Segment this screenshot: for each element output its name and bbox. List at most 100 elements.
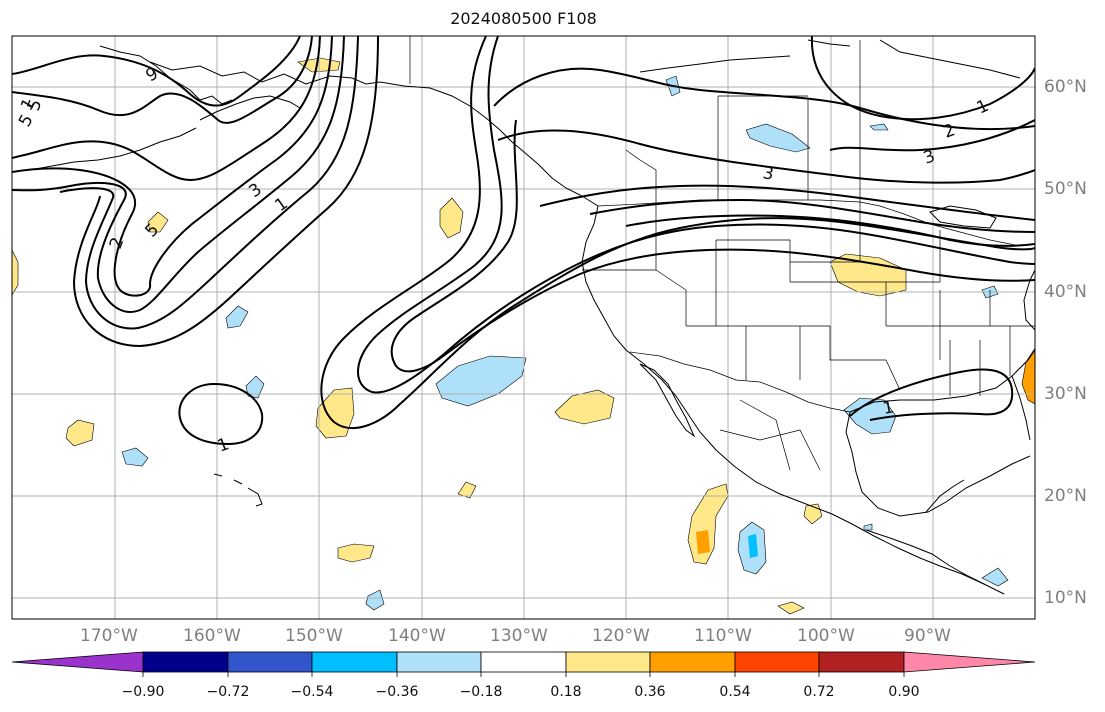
contour-line: [12, 36, 301, 107]
longitude-label: 100°W: [797, 626, 855, 646]
province-lines: [625, 40, 861, 204]
negative-shade: [863, 523, 873, 531]
mexico-states: [719, 399, 821, 471]
strong-positive-shade: [696, 530, 710, 554]
colorbar-bin: [734, 651, 820, 673]
aleutians: [29, 127, 197, 171]
positive-shade: [147, 211, 169, 233]
positive-shade: [554, 389, 615, 425]
contour-line: [539, 184, 1035, 221]
contour-line: [493, 67, 1035, 131]
latitude-label: 30°N: [1044, 384, 1087, 404]
hawaii: [213, 473, 263, 507]
baja-california: [639, 363, 696, 438]
gulf-north-coast: [849, 349, 1035, 413]
negative-shade: [869, 123, 889, 131]
negative-shade: [225, 305, 249, 329]
strong-negative-shade: [748, 534, 758, 558]
state-lines: [582, 202, 1035, 396]
longitude-label: 170°W: [80, 626, 138, 646]
positive-shade: [457, 481, 477, 499]
colorbar-bin: [565, 651, 651, 673]
latitude-label: 10°N: [1044, 588, 1087, 608]
colorbar-tick-label: −0.90: [121, 684, 165, 700]
negative-shade: [121, 447, 149, 467]
contour-line: [497, 129, 1035, 184]
gridlines: [12, 36, 1035, 619]
positive-shade: [65, 419, 95, 447]
plot-frame: [11, 35, 1036, 620]
latitude-label: 40°N: [1044, 282, 1087, 302]
contour-line: [320, 36, 1035, 430]
contour-line: [849, 368, 1014, 421]
contour-label: 3: [761, 163, 775, 185]
longitude-label: 160°W: [183, 626, 241, 646]
positive-shade: [337, 543, 375, 563]
hudson-coast: [879, 39, 1021, 79]
colorbar-ticks: [142, 672, 905, 677]
positive-shade: [777, 601, 805, 615]
positive-shade: [803, 503, 823, 525]
longitude-label: 110°W: [694, 626, 752, 646]
colorbar-tick-label: −0.18: [459, 684, 503, 700]
longitude-label: 140°W: [388, 626, 446, 646]
strong-positive-shade: [1021, 347, 1035, 405]
contour-line: [829, 119, 1035, 152]
latitude-label: 60°N: [1044, 77, 1087, 97]
colorbar-tick-label: 0.36: [634, 684, 666, 700]
positive-shade: [315, 387, 355, 439]
contour-line: [72, 36, 379, 348]
colorbar-tick-label: 0.72: [803, 684, 835, 700]
colorbar-bin: [480, 651, 567, 673]
great-lakes: [929, 205, 997, 229]
latitude-label: 50°N: [1044, 179, 1087, 199]
colorbar-bin: [396, 651, 482, 673]
bering-coast: [99, 45, 233, 105]
negative-shade: [745, 123, 811, 153]
positive-shade: [12, 249, 19, 296]
negative-shade: [981, 567, 1009, 587]
colorbar: [11, 651, 1036, 677]
positive-shade: [439, 197, 464, 239]
map-title: 2024080500 F108: [450, 9, 597, 28]
island-greenland: [807, 39, 851, 47]
colorbar-over-triangle: [903, 651, 1036, 673]
colorbar-tick-label: 0.90: [888, 684, 920, 700]
colorbar-bin: [311, 651, 398, 673]
longitude-label: 130°W: [490, 626, 548, 646]
contour-line: [357, 36, 1035, 394]
contour-line: [178, 382, 264, 446]
contour-line: [390, 119, 1035, 373]
longitude-label: 150°W: [285, 626, 343, 646]
longitude-label: 90°W: [904, 626, 951, 646]
alaska-coast: [149, 61, 599, 207]
canada-arctic: [639, 55, 791, 73]
alaska-peninsula: [199, 95, 301, 121]
contour-line: [810, 36, 1035, 121]
colorbar-tick-label: −0.36: [375, 684, 419, 700]
negative-shade: [365, 589, 385, 611]
contour-line: [12, 36, 321, 182]
contour-line: [12, 36, 345, 313]
colorbar-under-triangle: [11, 651, 144, 673]
contour-line: [12, 36, 313, 124]
colorbar-tick-label: −0.54: [290, 684, 334, 700]
colorbar-bin: [227, 651, 313, 673]
central-america: [865, 529, 985, 585]
contour-line: [59, 36, 359, 330]
gulf-coast: [845, 411, 1031, 517]
border-usa-mexico: [629, 351, 851, 413]
contour-line: [589, 198, 1035, 233]
yucatan: [925, 479, 965, 513]
colorbar-bin: [818, 651, 905, 673]
east-coast: [1023, 269, 1035, 331]
colorbar-tick-label: −0.72: [206, 684, 250, 700]
positive-shade: [829, 253, 907, 297]
florida: [1011, 375, 1031, 441]
colorbar-bin: [649, 651, 736, 673]
contour-line: [12, 36, 333, 297]
coastlines: [29, 39, 1035, 595]
colorbar-tick-label: 0.54: [719, 684, 751, 700]
latitude-label: 20°N: [1044, 486, 1087, 506]
